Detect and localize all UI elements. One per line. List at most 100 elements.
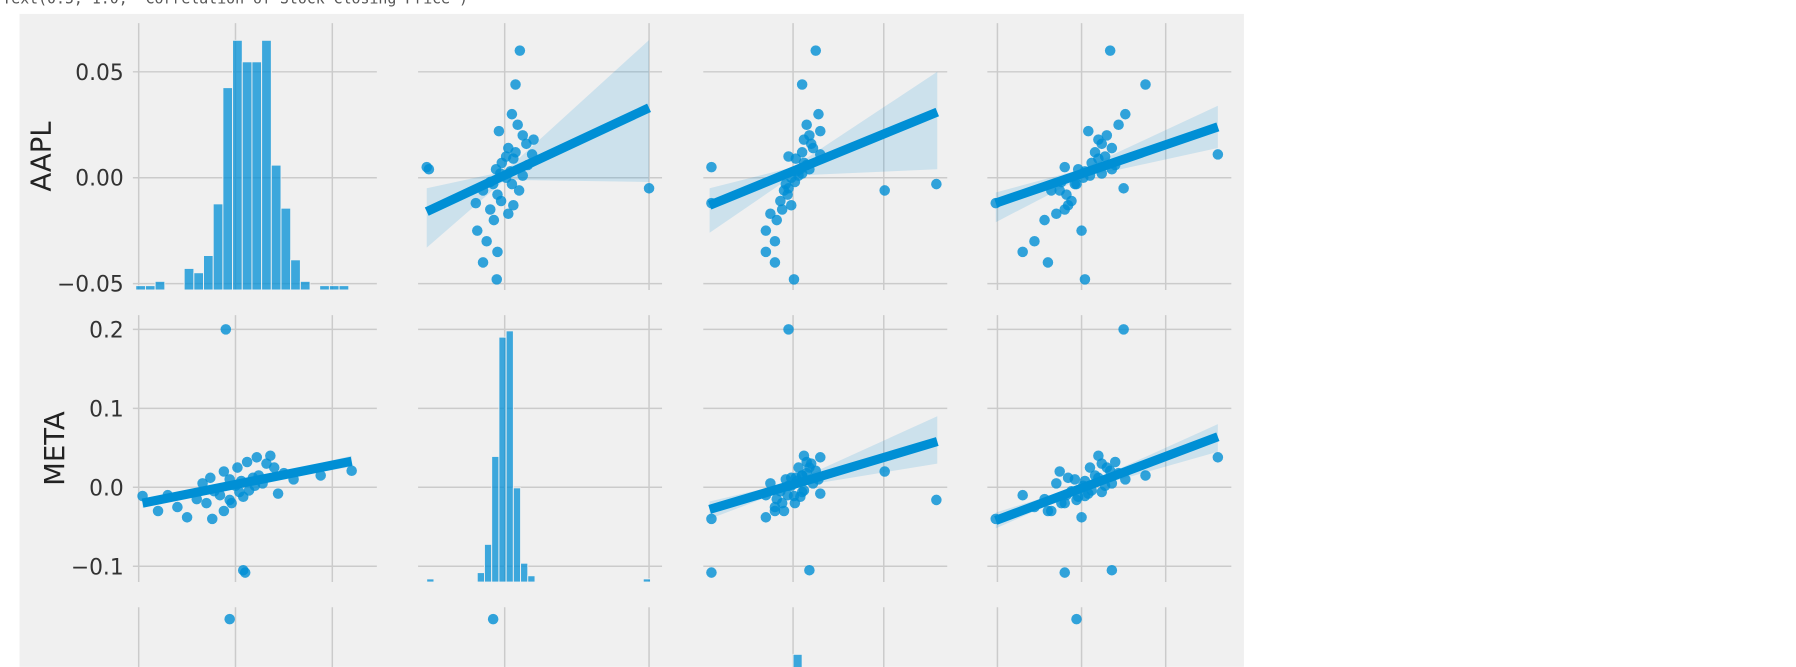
scatter-point bbox=[205, 472, 216, 484]
histogram-bar bbox=[144, 285, 156, 291]
scatter-point bbox=[510, 79, 521, 90]
scatter-point bbox=[706, 513, 717, 525]
scatter-point bbox=[706, 567, 717, 578]
scatter-point bbox=[232, 462, 243, 473]
scatter-point bbox=[1039, 214, 1050, 226]
histogram-bar bbox=[232, 39, 243, 291]
scatter-point bbox=[931, 178, 942, 190]
scatter-point bbox=[491, 274, 503, 285]
scatter-point bbox=[1093, 134, 1104, 145]
scatter-point bbox=[234, 486, 245, 498]
scatter-point bbox=[643, 183, 655, 194]
scatter-point bbox=[1096, 458, 1108, 469]
scatter-point bbox=[796, 79, 808, 90]
scatter-point bbox=[201, 497, 212, 509]
scatter-point bbox=[1051, 478, 1062, 489]
scatter-point bbox=[1017, 246, 1028, 258]
scatter-point bbox=[172, 501, 183, 513]
scatter-point bbox=[500, 151, 512, 162]
scatter-point bbox=[793, 462, 804, 473]
histogram-bar bbox=[338, 285, 350, 291]
regression-line bbox=[708, 437, 939, 514]
scatter-point bbox=[218, 466, 230, 477]
histogram-bar bbox=[498, 336, 507, 583]
y-tick-label: 0.00 bbox=[75, 167, 123, 192]
scatter-point bbox=[1017, 489, 1028, 501]
scatter-point bbox=[508, 199, 519, 211]
scatter-point bbox=[1140, 470, 1151, 481]
scatter-point bbox=[785, 199, 797, 211]
scatter-point bbox=[218, 505, 230, 517]
scatter-point bbox=[769, 235, 781, 247]
histogram-bar bbox=[251, 61, 263, 291]
histogram-bar bbox=[212, 203, 224, 291]
histogram-bar bbox=[193, 272, 204, 291]
scatter-point bbox=[796, 486, 808, 498]
scatter-point bbox=[879, 466, 890, 477]
scatter-point bbox=[506, 178, 518, 190]
scatter-point bbox=[241, 456, 253, 468]
scatter-point bbox=[1093, 450, 1104, 461]
histogram-bar bbox=[183, 267, 195, 291]
scatter-point bbox=[760, 512, 772, 523]
scatter-point bbox=[760, 225, 772, 236]
scatter-point bbox=[1106, 564, 1118, 576]
scatter-point bbox=[1140, 79, 1151, 90]
confidence-band bbox=[426, 40, 650, 248]
histogram-bar bbox=[491, 456, 500, 583]
scatter-point bbox=[771, 493, 783, 505]
scatter-point bbox=[1051, 208, 1062, 219]
y-axis-label: META bbox=[39, 411, 71, 486]
scatter-point bbox=[488, 214, 500, 226]
scatter-point bbox=[815, 488, 826, 499]
scatter-point bbox=[765, 208, 776, 219]
scatter-point bbox=[810, 45, 822, 56]
scatter-point bbox=[1101, 130, 1113, 141]
histogram-bar bbox=[328, 285, 340, 291]
scatter-point bbox=[783, 151, 794, 162]
scatter-point bbox=[1062, 199, 1074, 211]
y-tick-label: −0.1 bbox=[71, 555, 124, 580]
scatter-point bbox=[1104, 45, 1116, 56]
regression-line bbox=[141, 456, 353, 508]
histogram-bar bbox=[319, 285, 330, 291]
y-axis-label: AAPL bbox=[25, 121, 57, 192]
scatter-point bbox=[481, 235, 492, 247]
scatter-point bbox=[778, 185, 790, 196]
y-tick-label: 0.2 bbox=[89, 318, 124, 343]
scatter-point bbox=[815, 125, 826, 137]
scatter-point bbox=[152, 505, 164, 517]
scatter-point bbox=[769, 257, 781, 268]
scatter-point bbox=[1083, 125, 1094, 137]
scatter-point bbox=[1076, 512, 1087, 523]
scatter-point bbox=[1118, 324, 1129, 335]
scatter-point bbox=[1059, 567, 1071, 578]
scatter-point bbox=[224, 613, 235, 625]
scatter-point bbox=[1071, 613, 1082, 625]
histogram-bar bbox=[512, 487, 522, 583]
scatter-point bbox=[495, 195, 507, 207]
histogram-bar bbox=[299, 280, 311, 291]
histogram-bar bbox=[222, 87, 234, 291]
histogram-bar bbox=[261, 39, 272, 291]
y-tick-label: 0.1 bbox=[89, 397, 124, 422]
histogram-bar bbox=[154, 280, 166, 291]
scatter-point bbox=[512, 119, 523, 131]
scatter-point bbox=[807, 142, 819, 154]
regression-line bbox=[707, 107, 940, 210]
scatter-point bbox=[1084, 462, 1096, 473]
scatter-point bbox=[506, 108, 518, 120]
y-tick-label: −0.05 bbox=[57, 273, 124, 298]
scatter-point bbox=[226, 497, 237, 509]
scatter-point bbox=[1113, 119, 1124, 131]
scatter-point bbox=[517, 130, 529, 141]
scatter-point bbox=[220, 324, 232, 335]
regression-line bbox=[994, 432, 1220, 525]
histogram-bar bbox=[484, 543, 493, 583]
scatter-point bbox=[1062, 472, 1074, 484]
scatter-point bbox=[804, 564, 815, 576]
scatter-point bbox=[769, 501, 781, 513]
histogram-bar bbox=[527, 575, 536, 583]
scatter-point bbox=[801, 119, 812, 131]
scatter-point bbox=[1099, 151, 1111, 162]
